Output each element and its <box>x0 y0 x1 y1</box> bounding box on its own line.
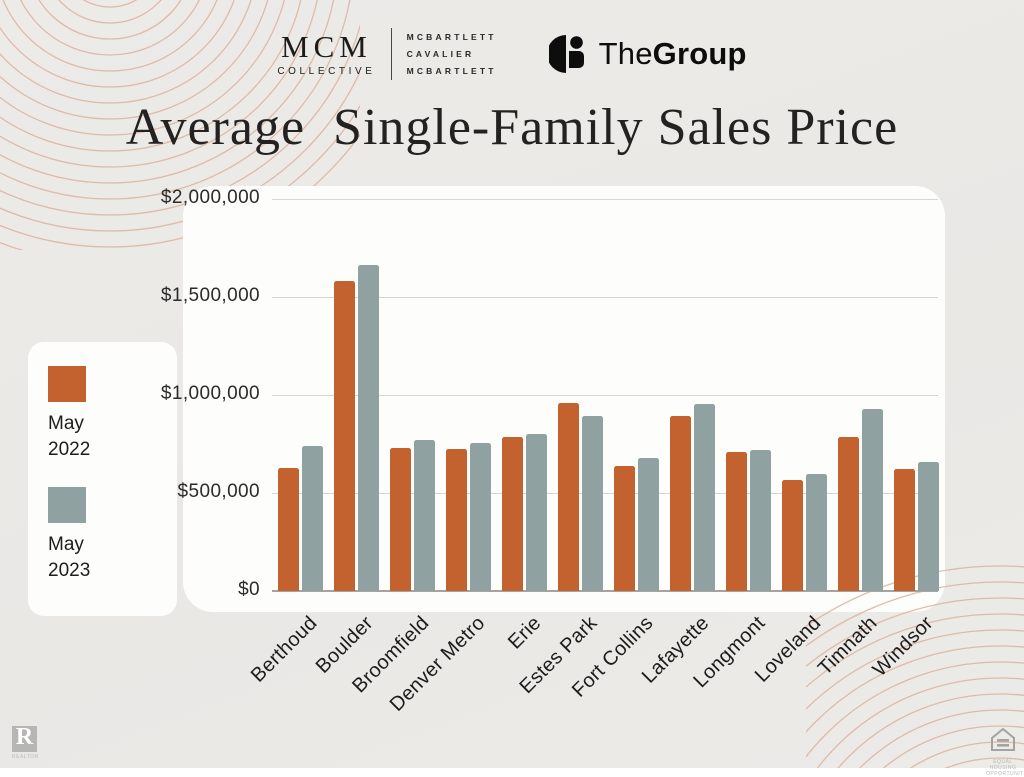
x-axis-label-erie: Erie <box>503 612 546 654</box>
mcm-name: MCM <box>281 29 372 64</box>
the-group-icon <box>548 35 584 73</box>
mcm-partner-name: MCBARTLETT <box>406 66 497 76</box>
x-axis-label-fort-collins: Fort Collins <box>567 612 658 702</box>
page-title: Average Single-Family Sales Price <box>125 99 899 156</box>
x-axis-label-boulder: Boulder <box>311 612 378 678</box>
x-axis-label-broomfield: Broomfield <box>348 612 434 698</box>
the-group-word-the: The <box>598 36 653 71</box>
the-group-wordmark: TheGroup <box>599 36 747 72</box>
x-axis-label-berthoud: Berthoud <box>246 612 322 687</box>
the-group-logo: TheGroup <box>548 34 747 74</box>
realtor-logo: R REALTOR <box>12 724 56 760</box>
equal-housing-caption: EQUAL HOUSING OPPORTUNITY <box>986 759 1024 777</box>
x-axis-label-timnath: Timnath <box>813 612 882 680</box>
header: MCM COLLECTIVE MCBARTLETT CAVALIER MCBARTL… <box>0 28 1024 80</box>
legend-label: May 2022 <box>48 413 91 460</box>
legend-item-may-2023: May 2023 <box>48 487 177 584</box>
chart-card <box>183 186 945 612</box>
legend-swatch <box>48 366 86 402</box>
legend-item-may-2022: May 2022 <box>48 366 177 463</box>
mcm-collective-label: COLLECTIVE <box>277 66 376 77</box>
mcm-divider <box>390 28 392 80</box>
x-axis-label-denver-metro: Denver Metro <box>385 612 490 716</box>
x-axis-label-longmont: Longmont <box>689 612 770 693</box>
mcm-partner-name: CAVALIER <box>406 49 475 59</box>
equal-housing-icon <box>991 727 1015 751</box>
mcm-partner-names: MCBARTLETT CAVALIER MCBARTLETT <box>407 32 497 76</box>
x-axis-label-loveland: Loveland <box>750 612 826 687</box>
mcm-collective-logo: MCM COLLECTIVE MCBARTLETT CAVALIER MCBARTL… <box>277 28 496 80</box>
realtor-r-icon: R <box>12 724 37 752</box>
x-axis-label-windsor: Windsor <box>868 612 938 681</box>
equal-housing-logo: EQUAL HOUSING OPPORTUNITY <box>986 726 1024 777</box>
legend-label: May 2023 <box>48 534 91 581</box>
legend-swatch <box>48 487 86 523</box>
the-group-word-group: Group <box>652 36 747 71</box>
mcm-wordmark: MCM COLLECTIVE <box>277 29 376 78</box>
realtor-caption: REALTOR <box>12 754 39 760</box>
x-axis-label-estes-park: Estes Park <box>515 612 602 699</box>
mcm-partner-name: MCBARTLETT <box>406 32 497 42</box>
legend-card: May 2022 May 2023 <box>28 342 177 616</box>
x-axis-label-lafayette: Lafayette <box>637 612 714 688</box>
